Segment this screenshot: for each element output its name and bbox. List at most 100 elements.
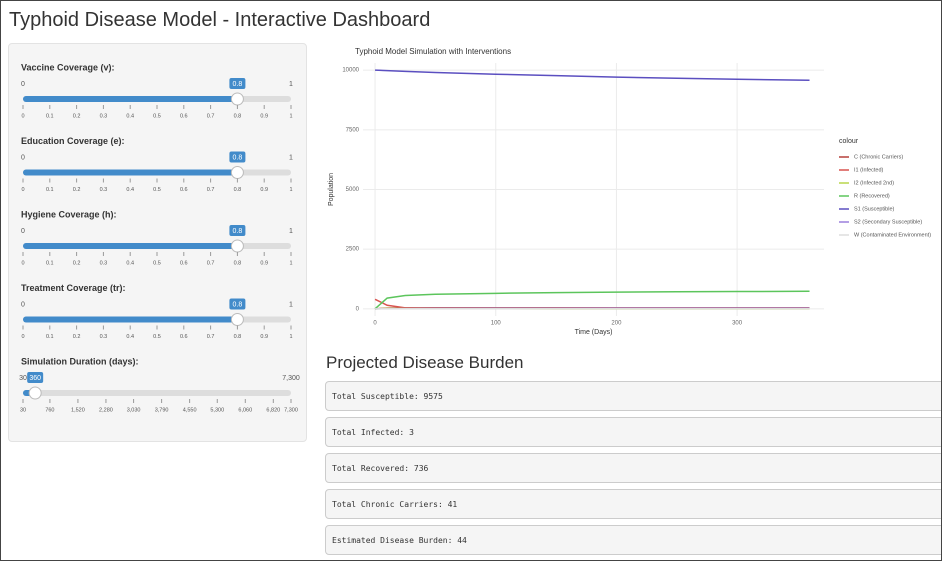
slider-tick-label: 1,520 (71, 407, 85, 413)
slider-tick-label: 0.4 (126, 187, 134, 193)
slider-value: 0.8 (233, 154, 243, 161)
slider-min: 0 (21, 228, 25, 235)
section-title: Projected Disease Burden (326, 353, 524, 372)
slider-value-bubble (229, 298, 246, 310)
slider-tick-label: 2,280 (99, 407, 113, 413)
slider-tick-label: 0.7 (207, 260, 215, 266)
slider-tick-label: 6,060 (238, 407, 252, 413)
slider-value: 0.8 (233, 81, 243, 88)
slider-label: Education Coverage (e): (21, 136, 125, 146)
slider-tick-label: 0.3 (100, 334, 108, 340)
x-axis-title: Time (Days) (575, 329, 613, 336)
slider-tick-label: 0.7 (207, 334, 215, 340)
y-tick-label: 10000 (342, 68, 359, 74)
slider-tick-label: 0 (21, 334, 24, 340)
legend-label: C (Chronic Carriers) (854, 154, 903, 160)
slider-tick-label: 0.5 (153, 113, 161, 119)
slider-tick-label: 0.5 (153, 334, 161, 340)
slider-tick-label: 0.8 (234, 113, 242, 119)
legend-label: S2 (Secondary Susceptible) (854, 219, 922, 225)
slider-value-bubble (229, 225, 246, 236)
slider-value-bubble (229, 78, 246, 89)
x-tick-label: 200 (611, 321, 622, 327)
slider-min: 30 (19, 375, 27, 382)
slider-tick-label: 0.6 (180, 187, 188, 193)
slider-max: 1 (289, 301, 293, 308)
legend-label: S1 (Susceptible) (854, 206, 895, 212)
slider-tick-label: 0.9 (260, 113, 268, 119)
legend-label: R (Recovered) (854, 193, 890, 199)
slider-tick-label: 0.4 (126, 334, 134, 340)
slider-tick-label: 0.1 (46, 113, 54, 119)
slider-tick-label: 0.6 (180, 260, 188, 266)
slider-min: 0 (21, 81, 25, 88)
slider-tick-label: 3,790 (155, 407, 169, 413)
slider-tick-label: 0.1 (46, 334, 54, 340)
slider-handle[interactable] (230, 166, 244, 179)
y-tick-label: 0 (356, 306, 360, 312)
slider-handle[interactable] (28, 386, 42, 400)
slider-tick-label: 0.8 (234, 187, 242, 193)
slider-tick-label: 30 (20, 407, 26, 413)
slider-tick-label: 0.3 (100, 187, 108, 193)
slider-handle[interactable] (230, 313, 244, 326)
slider-panel: Vaccine Coverage (v): 0 1 0.8 0 0.1 0.2 0.3 0.4 0… (19, 62, 300, 413)
slider-track (23, 390, 291, 396)
slider-tick-label: 1 (289, 334, 292, 340)
slider-tick-label: 0.2 (73, 334, 81, 340)
slider-value-bubble (229, 151, 246, 163)
y-tick-label: 7500 (346, 127, 360, 133)
burden-item: Estimated Disease Burden: 44 (325, 525, 941, 555)
slider-min: 0 (21, 154, 25, 161)
slider-tick-label: 0.6 (180, 334, 188, 340)
slider-fill (23, 243, 238, 249)
slider-label: Vaccine Coverage (v): (21, 62, 115, 72)
burden-item: Total Chronic Carriers: 41 (325, 489, 941, 519)
slider-tick-label: 4,550 (183, 407, 197, 413)
slider-tick-label: 0.9 (260, 334, 268, 340)
slider-tick-label: 0 (21, 113, 24, 119)
legend-label: I2 (Infected 2nd) (854, 180, 894, 186)
slider-tick-label: 0.3 (100, 113, 108, 119)
slider-value-bubble (27, 372, 44, 383)
slider-value: 0.8 (233, 228, 243, 235)
slider-fill (23, 169, 238, 176)
slider-tick-label: 0.1 (46, 187, 54, 193)
slider-max: 1 (289, 154, 293, 161)
slider-tick-label: 0.5 (153, 260, 161, 266)
slider-tick-label: 0.9 (260, 187, 268, 193)
series-line (374, 290, 810, 310)
x-tick-label: 100 (491, 321, 502, 327)
slider-label: Treatment Coverage (tr): (21, 283, 126, 293)
slider-tick-label: 5,300 (210, 407, 224, 413)
burden-item: Total Infected: 3 (325, 417, 941, 447)
slider-tick-label: 0.3 (100, 260, 108, 266)
slider-tick-label: 0.8 (234, 260, 242, 266)
x-tick-label: 300 (732, 321, 743, 327)
slider-value: 360 (29, 375, 41, 382)
y-axis-title: Population (328, 173, 335, 206)
x-tick-label: 0 (373, 321, 377, 327)
page-title: Typhoid Disease Model - Interactive Dash… (9, 9, 431, 31)
slider-fill (23, 316, 238, 323)
slider-tick-label: 3,030 (127, 407, 141, 413)
slider-tick-label: 0.1 (46, 260, 54, 266)
burden-item: Total Recovered: 736 (325, 453, 941, 483)
slider-tick-label: 760 (45, 407, 54, 413)
slider-tick-label: 0.4 (126, 260, 134, 266)
slider-handle[interactable] (230, 239, 244, 253)
y-tick-label: 2500 (346, 247, 360, 253)
slider-handle[interactable] (230, 92, 244, 106)
legend-label: W (Contaminated Environment) (854, 232, 931, 238)
slider-tick-label: 0.2 (73, 113, 81, 119)
legend-title: colour (839, 138, 859, 145)
slider-max: 1 (289, 228, 293, 235)
slider-tick-label: 0.8 (234, 334, 242, 340)
slider-value: 0.8 (233, 301, 243, 308)
slider-tick-label: 7,300 (284, 407, 298, 413)
legend-label: I1 (Infected) (854, 167, 884, 173)
slider-tick-label: 1 (289, 187, 292, 193)
slider-tick-label: 0.7 (207, 113, 215, 119)
y-tick-label: 5000 (346, 187, 360, 193)
